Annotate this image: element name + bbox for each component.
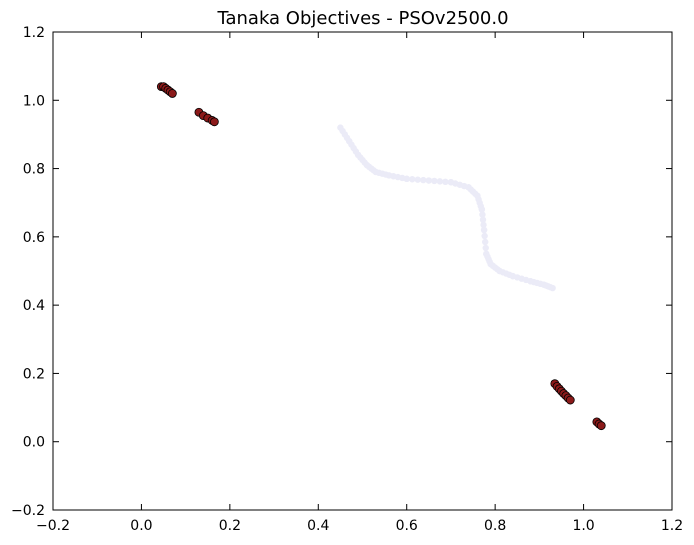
y-tick-label: 1.0 [23, 93, 45, 109]
y-tick-label: 0.4 [23, 298, 45, 314]
reference-curve-point [442, 178, 449, 186]
front-point [209, 117, 219, 127]
front-point [565, 395, 575, 405]
front-point [167, 89, 177, 98]
x-tick-label: 1.0 [572, 518, 594, 534]
x-tick-label: −0.2 [36, 518, 70, 534]
reference-curve-point [479, 216, 487, 223]
reference-curve-point [409, 176, 416, 183]
reference-curve-point [480, 221, 487, 229]
reference-curve-point [420, 176, 427, 184]
front-point [596, 421, 606, 431]
reference-curve-point [482, 244, 489, 252]
reference-curve-point [414, 176, 421, 183]
x-tick-label: 0.2 [219, 518, 241, 534]
y-tick-label: 0.0 [23, 435, 45, 451]
x-tick-label: 0.6 [396, 518, 418, 534]
reference-curve-point [549, 284, 556, 292]
reference-curve-point [481, 238, 489, 246]
reference-curve-point [478, 206, 486, 213]
reference-curve-point [425, 177, 433, 184]
x-tick-label: 1.2 [661, 518, 683, 534]
reference-curve-point [480, 226, 488, 234]
reference-curve-point [403, 175, 410, 183]
reference-curve-point [481, 232, 488, 240]
chart-title: Tanaka Objectives - PSOv2500.0 [216, 8, 508, 29]
y-tick-label: 0.6 [23, 230, 45, 246]
reference-curve-point [436, 178, 444, 185]
y-tick-label: 0.8 [23, 162, 45, 178]
y-tick-label: −0.2 [11, 503, 45, 519]
reference-curve-layer [337, 124, 556, 292]
x-tick-label: 0.4 [307, 518, 329, 534]
y-tick-label: 0.2 [23, 366, 45, 382]
front-points-layer [156, 82, 606, 431]
reference-curve-point [431, 177, 438, 185]
y-tick-label: 1.2 [23, 25, 45, 41]
axes-layer: −0.2 0.0 0.2 0.4 0.6 0.8 1.0 1.2 −0.2 0.0 0.2 0.4 0.… [11, 25, 683, 534]
plot-frame [52, 31, 673, 511]
reference-curve-point [479, 211, 486, 218]
x-tick-label: 0.0 [130, 518, 152, 534]
plot-background [53, 32, 672, 510]
x-tick-label: 0.8 [484, 518, 506, 534]
